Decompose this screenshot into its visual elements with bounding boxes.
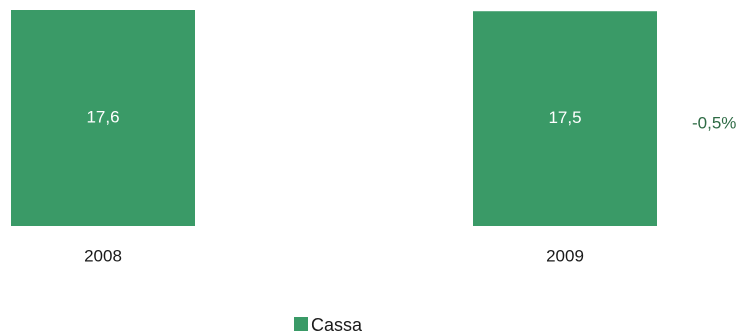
- bars-layer: [11, 10, 657, 226]
- change-annotation: -0,5%: [692, 113, 736, 132]
- bar-value-label-2008: 17,6: [86, 107, 119, 126]
- category-label-2008: 2008: [84, 246, 122, 265]
- legend: Cassa: [294, 315, 363, 333]
- bar-value-label-2009: 17,5: [548, 108, 581, 127]
- legend-label-cassa: Cassa: [311, 315, 363, 333]
- labels-layer: 17,6 2008 17,5 2009: [84, 107, 584, 265]
- bar-2009: [473, 11, 657, 226]
- bar-2008: [11, 10, 195, 226]
- category-label-2009: 2009: [546, 246, 584, 265]
- legend-swatch-cassa: [294, 317, 308, 331]
